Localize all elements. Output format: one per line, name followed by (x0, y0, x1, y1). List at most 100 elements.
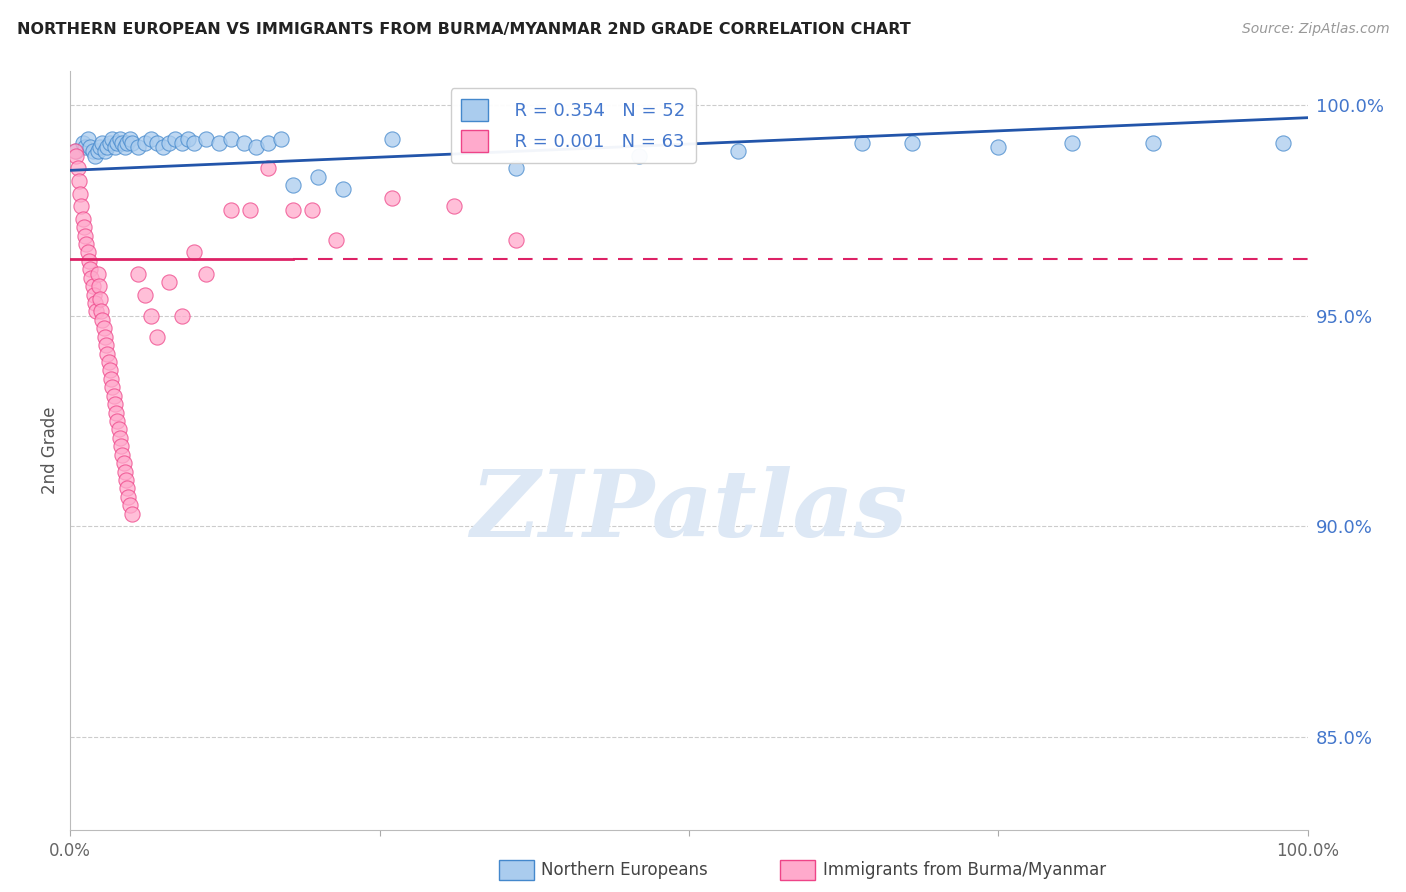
Point (121, 136, 143, 150)
Point (257, 161, 280, 176)
Point (72, 136, 94, 150)
Point (1271, 136, 1294, 150)
Point (219, 203, 242, 218)
Point (83, 287, 105, 301)
Point (110, 439, 132, 453)
Point (1142, 136, 1164, 150)
Point (105, 405, 128, 419)
Point (90, 304, 112, 318)
Point (77, 253, 100, 268)
Point (65, 145, 87, 159)
Point (301, 203, 323, 218)
Point (93, 321, 115, 335)
Point (101, 132, 124, 146)
Point (208, 136, 231, 150)
Point (505, 233, 527, 247)
Point (112, 456, 135, 470)
Point (281, 203, 304, 218)
Point (91, 136, 114, 150)
Point (183, 136, 205, 150)
Point (183, 245, 205, 260)
Point (86, 145, 108, 159)
Point (91, 313, 114, 327)
Point (82, 279, 104, 293)
Point (86, 267, 108, 281)
Text: Source: ZipAtlas.com: Source: ZipAtlas.com (1241, 22, 1389, 37)
Point (84, 304, 107, 318)
Point (118, 132, 141, 146)
Point (114, 140, 136, 154)
Point (127, 267, 149, 281)
Point (139, 132, 162, 146)
Point (152, 140, 174, 154)
Point (96, 140, 118, 154)
Point (66, 161, 89, 176)
Point (98, 363, 121, 377)
Point (105, 136, 128, 150)
Legend:   R = 0.354   N = 52,   R = 0.001   N = 63: R = 0.354 N = 52, R = 0.001 N = 63 (450, 88, 696, 162)
Point (96, 346, 118, 360)
Point (79, 140, 101, 154)
Point (76, 132, 98, 146)
Point (177, 132, 200, 146)
Point (219, 132, 242, 146)
Point (100, 372, 122, 386)
Point (170, 309, 193, 323)
Y-axis label: 2nd Grade: 2nd Grade (41, 407, 59, 494)
Point (115, 136, 138, 150)
Point (65, 148, 87, 162)
Point (170, 136, 193, 150)
Point (67, 174, 90, 188)
Point (257, 136, 280, 150)
Point (851, 136, 873, 150)
Point (84, 296, 107, 310)
Point (146, 330, 169, 344)
Point (97, 355, 120, 369)
Point (281, 178, 304, 192)
Point (1062, 136, 1084, 150)
Point (121, 507, 143, 521)
Point (270, 132, 292, 146)
Point (107, 422, 129, 436)
Point (76, 245, 98, 260)
Point (108, 132, 131, 146)
Point (628, 148, 651, 162)
Point (307, 169, 329, 184)
Point (381, 191, 404, 205)
Point (96, 338, 118, 352)
Point (118, 498, 141, 512)
Point (245, 140, 267, 154)
Point (381, 132, 404, 146)
Point (89, 292, 111, 306)
Point (70, 199, 93, 213)
Point (987, 140, 1010, 154)
Point (94, 330, 117, 344)
Point (87, 279, 110, 293)
Point (900, 136, 922, 150)
Text: Northern Europeans: Northern Europeans (541, 861, 709, 879)
Point (82, 145, 104, 159)
Point (65, 145, 87, 159)
Text: Immigrants from Burma/Myanmar: Immigrants from Burma/Myanmar (823, 861, 1105, 879)
Point (75, 237, 97, 252)
Point (127, 140, 149, 154)
Point (75, 140, 97, 154)
Point (139, 309, 162, 323)
Point (94, 145, 117, 159)
Point (505, 161, 527, 176)
Point (332, 182, 354, 196)
Point (104, 140, 127, 154)
Point (111, 448, 134, 462)
Point (101, 380, 124, 394)
Point (84, 148, 107, 162)
Point (98, 136, 121, 150)
Point (111, 136, 134, 150)
Point (108, 431, 131, 445)
Point (103, 389, 125, 403)
Point (157, 136, 180, 150)
Point (157, 275, 180, 289)
Point (89, 140, 111, 154)
Point (72, 211, 94, 226)
Point (115, 473, 138, 487)
Point (117, 490, 139, 504)
